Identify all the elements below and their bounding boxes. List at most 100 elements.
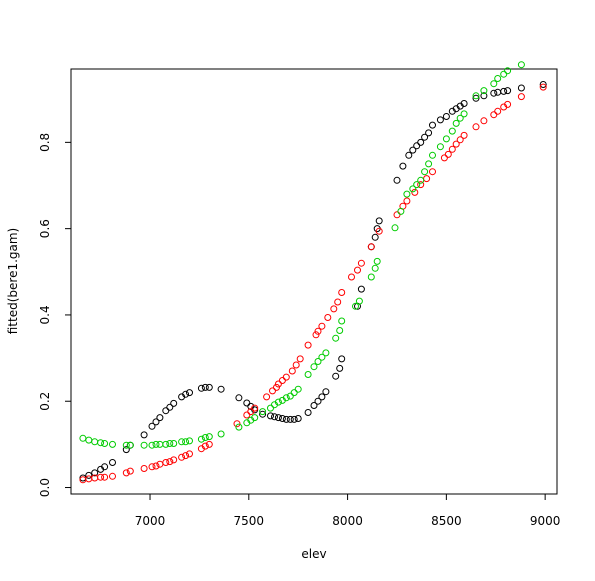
data-point — [413, 181, 421, 189]
data-point — [429, 151, 436, 159]
data-point — [460, 100, 468, 107]
data-point — [286, 415, 294, 423]
data-point — [517, 93, 525, 101]
x-tick-label: 9000 — [530, 514, 561, 528]
data-point — [421, 133, 429, 141]
data-point — [186, 437, 193, 445]
data-point — [170, 456, 178, 464]
data-point — [322, 388, 330, 396]
data-point — [314, 358, 322, 365]
data-point — [318, 322, 326, 330]
data-points — [79, 61, 547, 484]
data-point — [182, 390, 190, 398]
data-point — [170, 440, 178, 447]
data-point — [425, 160, 433, 168]
data-point — [201, 434, 209, 441]
data-point — [442, 113, 450, 120]
data-point — [312, 331, 320, 339]
data-point — [413, 142, 421, 150]
y-tick-label: 0.8 — [38, 133, 52, 152]
data-point — [322, 349, 330, 357]
data-point — [197, 384, 205, 392]
data-point — [480, 92, 488, 100]
data-point — [411, 188, 419, 196]
data-point — [182, 452, 190, 460]
data-point — [472, 94, 480, 102]
data-point — [423, 175, 431, 183]
data-point — [460, 131, 468, 139]
data-point — [517, 61, 525, 69]
y-axis-title: fitted(bere1.gam) — [6, 228, 20, 335]
data-point — [452, 119, 460, 127]
x-tick-label: 8500 — [431, 514, 462, 528]
data-point — [539, 83, 547, 91]
data-point — [233, 420, 241, 428]
data-point — [140, 465, 148, 472]
data-point — [294, 415, 302, 422]
data-point — [472, 92, 480, 100]
data-point — [375, 217, 383, 225]
data-point — [251, 404, 259, 412]
x-tick-label: 7500 — [234, 514, 265, 528]
data-point — [109, 472, 116, 480]
data-point — [197, 435, 205, 443]
data-point — [122, 441, 130, 449]
data-point — [448, 127, 456, 135]
data-point — [409, 185, 417, 193]
data-point — [101, 473, 109, 481]
data-point — [217, 430, 225, 438]
data-point — [539, 81, 547, 88]
data-point — [91, 469, 99, 477]
data-point — [367, 243, 375, 251]
data-point — [97, 473, 105, 481]
data-point — [85, 436, 93, 444]
data-point — [288, 367, 296, 375]
data-point — [436, 116, 444, 124]
data-point — [417, 138, 425, 146]
data-point — [500, 87, 508, 95]
data-point — [122, 446, 130, 454]
data-point — [91, 438, 99, 446]
data-point — [148, 441, 156, 449]
data-point — [429, 168, 436, 176]
data-point — [332, 372, 340, 380]
data-point — [170, 399, 178, 407]
data-point — [186, 450, 193, 458]
data-point — [166, 440, 174, 447]
data-point — [318, 353, 326, 361]
data-point — [397, 207, 405, 215]
data-point — [304, 341, 312, 349]
data-point — [271, 413, 278, 421]
data-point — [235, 423, 243, 431]
x-axis: 7000 7500 8000 8500 9000 — [135, 493, 561, 528]
y-axis: 0.0 0.2 0.4 0.6 0.8 — [38, 133, 72, 497]
data-point — [247, 402, 255, 410]
data-point — [436, 143, 444, 151]
data-point — [267, 412, 274, 420]
data-point — [334, 298, 342, 306]
data-point — [444, 150, 452, 158]
y-tick-label: 0.6 — [38, 219, 52, 238]
data-point — [101, 463, 109, 471]
data-point — [371, 233, 379, 241]
data-point — [409, 146, 417, 154]
data-point — [403, 190, 411, 198]
x-tick-label: 7000 — [135, 514, 166, 528]
data-point — [140, 431, 148, 439]
data-point — [282, 415, 290, 423]
data-point — [440, 154, 448, 162]
data-point — [490, 111, 498, 119]
data-point — [267, 404, 274, 412]
y-tick-label: 0.4 — [38, 305, 52, 324]
series-1 — [79, 81, 547, 482]
data-point — [290, 415, 298, 423]
data-point — [494, 88, 502, 96]
data-point — [425, 129, 433, 137]
data-point — [336, 327, 344, 334]
series-2 — [79, 83, 547, 484]
data-point — [314, 397, 322, 405]
x-axis-title: elev — [301, 547, 326, 561]
data-point — [393, 211, 401, 219]
data-point — [500, 70, 508, 78]
series-3 — [79, 61, 525, 449]
